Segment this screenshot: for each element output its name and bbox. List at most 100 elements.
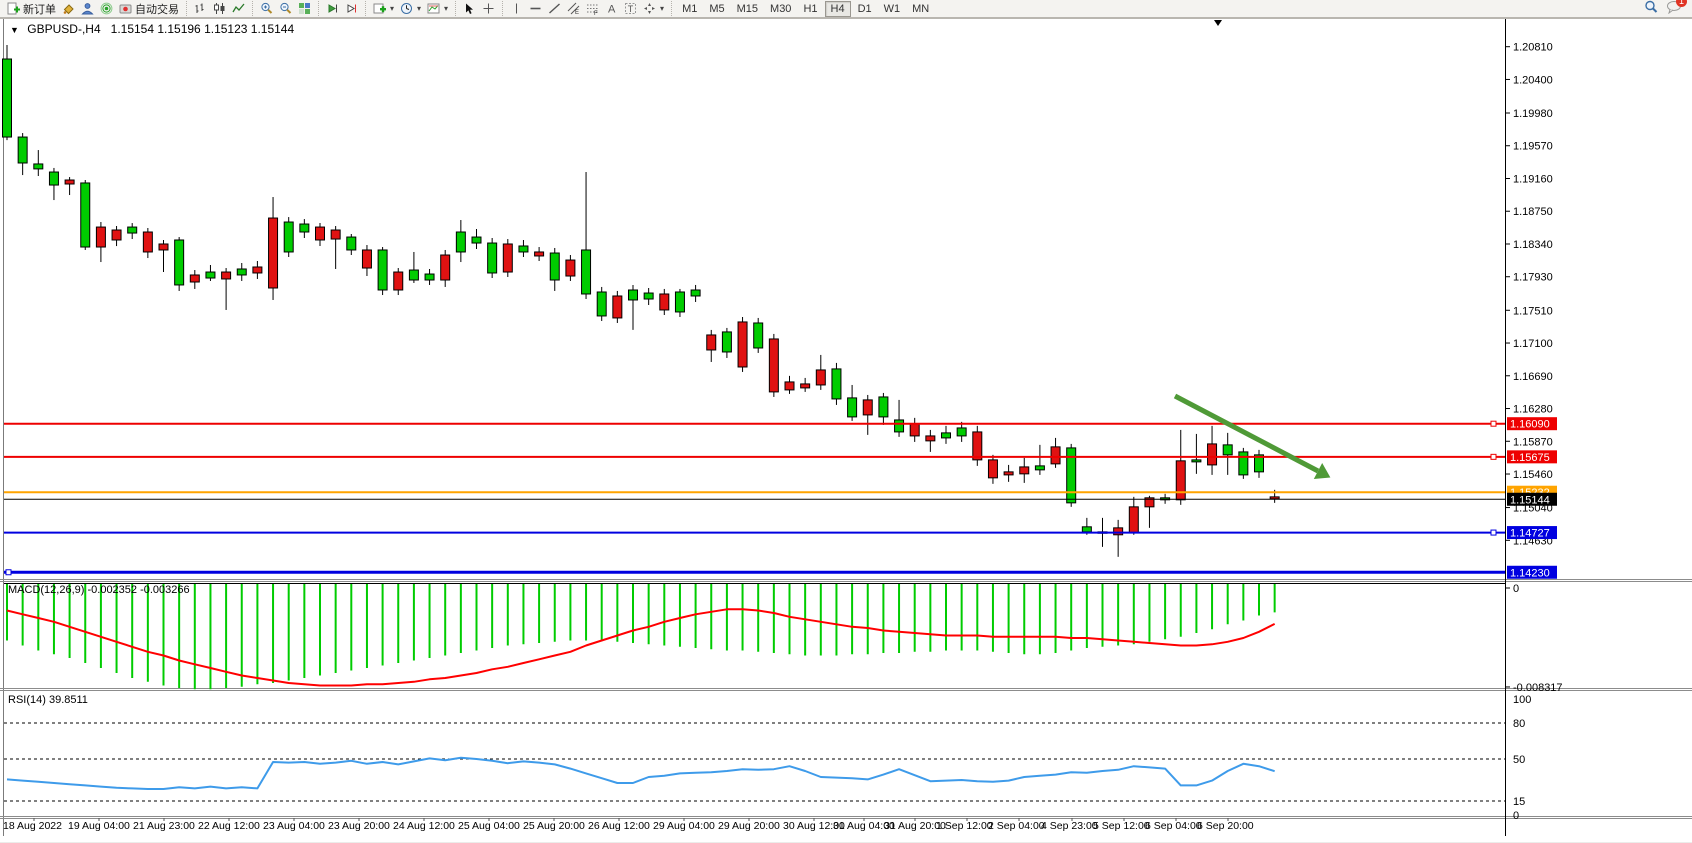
time-label: 19 Aug 04:00 bbox=[68, 820, 130, 832]
cursor-arrow-icon bbox=[463, 2, 476, 15]
price-tag-label: 1.15675 bbox=[1510, 452, 1550, 464]
hline-handle bbox=[1490, 529, 1497, 536]
svg-text:F: F bbox=[594, 11, 598, 15]
candle-down bbox=[64, 179, 75, 185]
candle-up bbox=[283, 221, 294, 253]
candle-down bbox=[95, 226, 106, 248]
candle-up bbox=[1238, 451, 1249, 476]
price-tick-label: 1.18750 bbox=[1513, 206, 1553, 218]
candle-down bbox=[111, 229, 122, 241]
tile-windows-icon bbox=[298, 2, 311, 15]
candlestick-icon bbox=[213, 2, 226, 15]
time-label: 29 Aug 20:00 bbox=[718, 820, 780, 832]
price-tick-label: 1.16280 bbox=[1513, 404, 1553, 416]
timeframe-W1[interactable]: W1 bbox=[883, 2, 901, 15]
arrows-button[interactable]: ▾ bbox=[640, 1, 667, 16]
signal-icon bbox=[100, 2, 113, 15]
cursor-button[interactable] bbox=[460, 1, 479, 16]
timeframe-M15[interactable]: M15 bbox=[736, 2, 759, 15]
svg-text:T: T bbox=[628, 4, 634, 14]
trendline-button[interactable] bbox=[545, 1, 564, 16]
trend-arrow-head bbox=[1313, 463, 1331, 479]
text-label-button[interactable]: T bbox=[621, 1, 640, 16]
vertical-line-icon bbox=[510, 2, 523, 15]
market-watch-button[interactable] bbox=[78, 1, 97, 16]
price-tick-label: 1.19980 bbox=[1513, 108, 1553, 120]
price-tag bbox=[1507, 526, 1557, 540]
templates-button[interactable]: ▾ bbox=[424, 1, 451, 16]
candle-down bbox=[659, 293, 670, 311]
time-label: 4 Sep 23:00 bbox=[1041, 820, 1098, 832]
time-label: 6 Sep 20:00 bbox=[1197, 820, 1254, 832]
new-order-button[interactable]: 新订单 bbox=[4, 1, 59, 16]
time-label: 5 Sep 12:00 bbox=[1093, 820, 1150, 832]
macd-signal-value: -0.003266 bbox=[140, 584, 190, 596]
price-tick-label: 1.15870 bbox=[1513, 436, 1553, 448]
candle-up bbox=[424, 273, 435, 281]
toolbar-group-scroll bbox=[318, 1, 365, 16]
notifications-button[interactable]: 1 bbox=[1666, 0, 1687, 17]
price-tick-label: 1.17930 bbox=[1513, 272, 1553, 284]
candle-down bbox=[534, 251, 545, 257]
toolbar-group-chart-type bbox=[186, 1, 252, 16]
candle-down bbox=[1207, 443, 1218, 466]
bar-chart-icon bbox=[194, 2, 207, 15]
timeframe-M5[interactable]: M5 bbox=[709, 2, 725, 15]
macd-axis-label: 0 bbox=[1513, 583, 1519, 595]
new-order-label: 新订单 bbox=[23, 3, 56, 16]
candle-down bbox=[440, 254, 451, 281]
crosshair-button[interactable] bbox=[479, 1, 498, 16]
signals-button[interactable] bbox=[97, 1, 116, 16]
timeframe-H1[interactable]: H1 bbox=[803, 2, 818, 15]
price-tick-label: 1.16690 bbox=[1513, 371, 1553, 383]
horizontal-line-button[interactable] bbox=[526, 1, 545, 16]
fibonacci-icon: F bbox=[586, 2, 599, 15]
periods-button[interactable]: ▾ bbox=[397, 1, 424, 16]
time-label: 30 Aug 12:00 bbox=[783, 820, 845, 832]
timeframe-M1[interactable]: M1 bbox=[682, 2, 698, 15]
autotrade-button[interactable]: 自动交易 bbox=[116, 1, 182, 16]
indicators-icon bbox=[373, 2, 386, 15]
indicators-button[interactable]: ▾ bbox=[370, 1, 397, 16]
styler-button[interactable] bbox=[59, 1, 78, 16]
candle-up bbox=[847, 397, 858, 418]
new-order-icon bbox=[7, 2, 20, 15]
candle-chart-button[interactable] bbox=[210, 1, 229, 16]
zoom-in-button[interactable] bbox=[257, 1, 276, 16]
timeframe-MN[interactable]: MN bbox=[912, 2, 930, 15]
tile-windows-button[interactable] bbox=[295, 1, 314, 16]
chart-title: ▼ GBPUSD-,H4 1.15154 1.15196 1.15123 1.1… bbox=[10, 22, 294, 36]
timeframe-M30[interactable]: M30 bbox=[770, 2, 792, 15]
chart-menu-triangle-icon[interactable]: ▼ bbox=[10, 25, 19, 35]
macd-label: MACD(12,26,9) -0.002352 -0.003266 bbox=[8, 584, 190, 596]
channel-button[interactable]: E bbox=[564, 1, 583, 16]
candle-up bbox=[831, 368, 842, 400]
candle-up bbox=[753, 322, 764, 349]
candle-down bbox=[315, 226, 325, 241]
timeframe-D1[interactable]: D1 bbox=[857, 2, 872, 15]
candle-down bbox=[925, 435, 936, 442]
timeframe-H4[interactable]: H4 bbox=[824, 0, 851, 17]
chart-shift-button[interactable] bbox=[342, 1, 361, 16]
toolbar-group-trade: 新订单 自动交易 bbox=[0, 1, 186, 16]
candle-down bbox=[768, 338, 779, 393]
candle-up bbox=[48, 171, 59, 186]
time-label: 22 Aug 12:00 bbox=[198, 820, 260, 832]
bar-chart-button[interactable] bbox=[191, 1, 210, 16]
macd-name: MACD(12,26,9) bbox=[8, 584, 85, 596]
search-icon[interactable] bbox=[1644, 0, 1658, 17]
auto-scroll-button[interactable] bbox=[323, 1, 342, 16]
auto-scroll-icon bbox=[326, 2, 339, 15]
time-label: 26 Aug 12:00 bbox=[588, 820, 650, 832]
candle-down bbox=[502, 243, 513, 273]
text-button[interactable]: A bbox=[602, 1, 621, 16]
zoom-out-button[interactable] bbox=[276, 1, 295, 16]
crosshair-icon bbox=[482, 2, 495, 15]
vertical-line-button[interactable] bbox=[507, 1, 526, 16]
line-chart-button[interactable] bbox=[229, 1, 248, 16]
candle-up bbox=[1191, 459, 1202, 463]
fibonacci-button[interactable]: F bbox=[583, 1, 602, 16]
price-tag bbox=[1507, 565, 1557, 579]
candle-up bbox=[596, 291, 607, 317]
